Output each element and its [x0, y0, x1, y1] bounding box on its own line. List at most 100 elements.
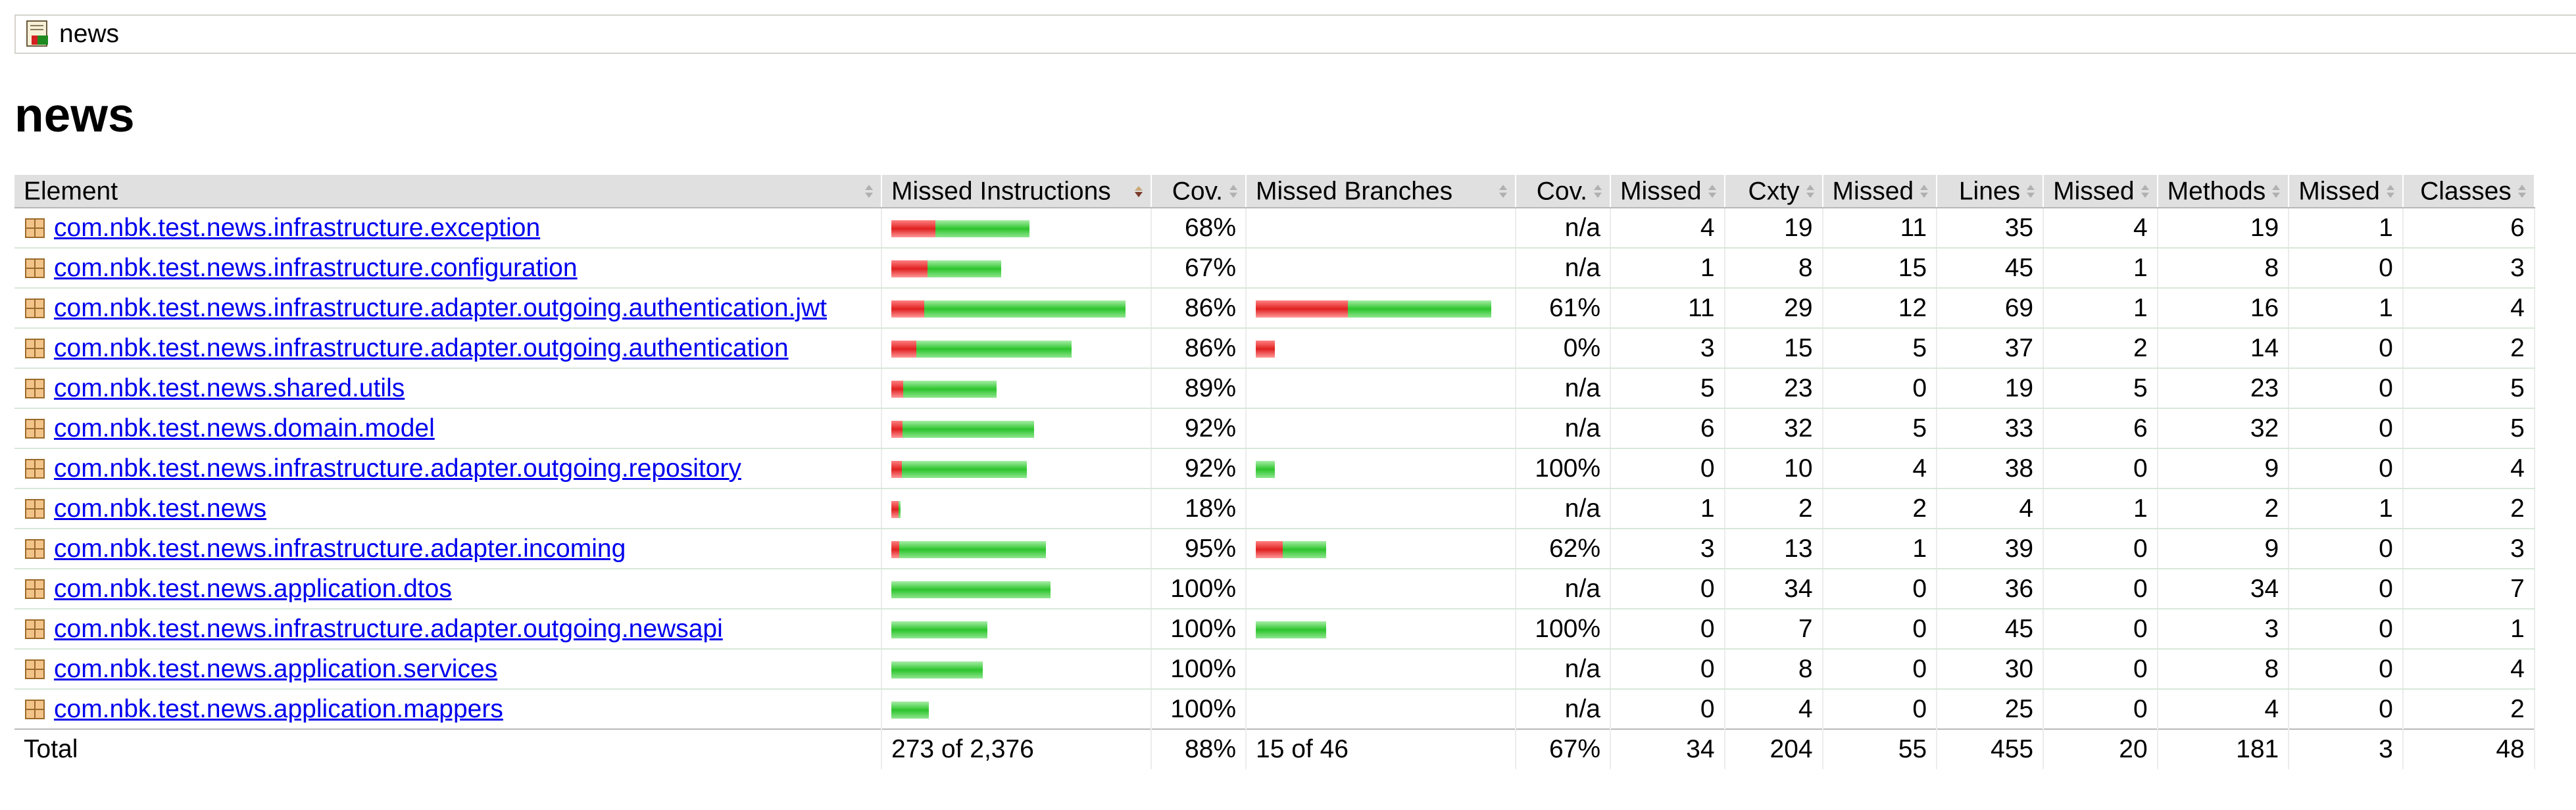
- lines: 37: [1937, 328, 2044, 369]
- package-link[interactable]: com.nbk.test.news.infrastructure.adapter…: [54, 534, 626, 563]
- instruction-coverage-bar: [891, 300, 1126, 318]
- instruction-coverage: 92%: [1151, 408, 1247, 449]
- package-link[interactable]: com.nbk.test.news.infrastructure.excepti…: [54, 213, 541, 242]
- sort-classes[interactable]: Classes: [2402, 175, 2535, 208]
- lines: 19: [1937, 368, 2044, 409]
- instruction-missed-segment: [891, 501, 899, 519]
- instruction-coverage-bar: [891, 260, 1001, 278]
- sort-lines[interactable]: Lines: [1937, 175, 2044, 208]
- sort-missed-methods[interactable]: Missed: [2043, 175, 2158, 208]
- sort-branch-coverage[interactable]: Cov.: [1516, 175, 1611, 208]
- instruction-coverage-bar: [891, 381, 997, 398]
- package-link[interactable]: com.nbk.test.news.infrastructure.adapter…: [54, 454, 741, 483]
- package-icon: [25, 458, 45, 479]
- sort-icon: [1229, 184, 1237, 198]
- table-row: com.nbk.test.news.infrastructure.adapter…: [14, 288, 2535, 329]
- methods: 9: [2157, 529, 2290, 569]
- lines: 39: [1937, 529, 2044, 569]
- methods: 4: [2157, 689, 2290, 729]
- instruction-coverage: 100%: [1151, 689, 1247, 729]
- missed-lines: 0: [1822, 569, 1938, 609]
- missed-instructions-cell: [881, 248, 1152, 289]
- page-title: news: [14, 89, 135, 142]
- total-missed-lines: 55: [1822, 728, 1938, 769]
- package-link[interactable]: com.nbk.test.news.infrastructure.adapter…: [54, 333, 789, 362]
- lines: 45: [1937, 609, 2044, 650]
- package-link[interactable]: com.nbk.test.news.application.services: [54, 654, 498, 683]
- package-link[interactable]: com.nbk.test.news.application.dtos: [54, 574, 452, 603]
- sort-methods[interactable]: Methods: [2157, 175, 2290, 208]
- sort-missed-classes[interactable]: Missed: [2289, 175, 2404, 208]
- methods: 16: [2157, 288, 2290, 329]
- package-link[interactable]: com.nbk.test.news.shared.utils: [54, 373, 405, 402]
- complexity: 13: [1724, 529, 1823, 569]
- instruction-coverage: 100%: [1151, 649, 1247, 690]
- sort-missed-branches[interactable]: Missed Branches: [1246, 175, 1516, 208]
- sort-missed-complexity[interactable]: Missed: [1610, 175, 1725, 208]
- classes: 2: [2402, 328, 2535, 369]
- instruction-covered-segment: [928, 260, 1001, 278]
- missed-classes: 1: [2289, 288, 2404, 329]
- table-row: com.nbk.test.news.infrastructure.adapter…: [14, 328, 2535, 369]
- methods: 14: [2157, 328, 2290, 369]
- package-icon: [25, 538, 45, 559]
- missed-methods: 0: [2043, 649, 2158, 690]
- missed-instructions-cell: [881, 208, 1152, 249]
- lines: 30: [1937, 649, 2044, 690]
- complexity: 10: [1724, 448, 1823, 489]
- sort-missed-instructions[interactable]: Missed Instructions: [881, 175, 1152, 208]
- element-cell: com.nbk.test.news.infrastructure.adapter…: [14, 529, 882, 569]
- total-complexity: 204: [1724, 728, 1823, 769]
- missed-instructions-cell: [881, 488, 1152, 529]
- branch-coverage-bar: [1256, 341, 1275, 358]
- sort-complexity[interactable]: Cxty: [1724, 175, 1823, 208]
- classes: 4: [2402, 649, 2535, 690]
- element-cell: com.nbk.test.news.application.services: [14, 649, 882, 690]
- package-link[interactable]: com.nbk.test.news.domain.model: [54, 414, 435, 442]
- missed-lines: 5: [1822, 408, 1938, 449]
- element-cell: com.nbk.test.news: [14, 488, 882, 529]
- missed-classes: 0: [2289, 689, 2404, 729]
- instruction-coverage: 67%: [1151, 248, 1247, 289]
- methods: 19: [2157, 208, 2290, 249]
- missed-branches-cell: [1246, 408, 1516, 449]
- package-link[interactable]: com.nbk.test.news.infrastructure.configu…: [54, 253, 578, 282]
- missed-complexity: 0: [1610, 609, 1725, 650]
- missed-methods: 0: [2043, 609, 2158, 650]
- element-cell: com.nbk.test.news.application.mappers: [14, 689, 882, 729]
- missed-classes: 0: [2289, 368, 2404, 409]
- sort-icon: [865, 184, 873, 198]
- missed-instructions-cell: [881, 649, 1152, 690]
- instruction-coverage: 86%: [1151, 288, 1247, 329]
- sort-icon: [2517, 184, 2526, 198]
- package-link[interactable]: com.nbk.test.news: [54, 494, 266, 523]
- lines: 45: [1937, 248, 2044, 289]
- package-link[interactable]: com.nbk.test.news.application.mappers: [54, 694, 503, 723]
- instruction-coverage-bar: [891, 541, 1046, 559]
- instruction-missed-segment: [891, 381, 903, 398]
- instruction-coverage: 18%: [1151, 488, 1247, 529]
- sort-element[interactable]: Element: [14, 175, 882, 208]
- instruction-covered-segment: [891, 621, 987, 639]
- package-link[interactable]: com.nbk.test.news.infrastructure.adapter…: [54, 293, 828, 322]
- sort-instruction-coverage[interactable]: Cov.: [1151, 175, 1247, 208]
- missed-methods: 1: [2043, 288, 2158, 329]
- missed-methods: 0: [2043, 529, 2158, 569]
- complexity: 34: [1724, 569, 1823, 609]
- instruction-coverage-bar: [891, 581, 1051, 599]
- branch-coverage: n/a: [1516, 208, 1611, 249]
- total-methods: 181: [2157, 728, 2290, 769]
- sort-missed-lines[interactable]: Missed: [1822, 175, 1938, 208]
- missed-classes: 0: [2289, 248, 2404, 289]
- missed-classes: 0: [2289, 529, 2404, 569]
- branch-missed-segment: [1256, 541, 1283, 559]
- instruction-covered-segment: [899, 541, 1046, 559]
- lines: 38: [1937, 448, 2044, 489]
- package-link[interactable]: com.nbk.test.news.infrastructure.adapter…: [54, 614, 723, 643]
- classes: 5: [2402, 368, 2535, 409]
- missed-complexity: 11: [1610, 288, 1725, 329]
- missed-branches-cell: [1246, 689, 1516, 729]
- classes: 2: [2402, 488, 2535, 529]
- missed-complexity: 5: [1610, 368, 1725, 409]
- branch-coverage: 100%: [1516, 448, 1611, 489]
